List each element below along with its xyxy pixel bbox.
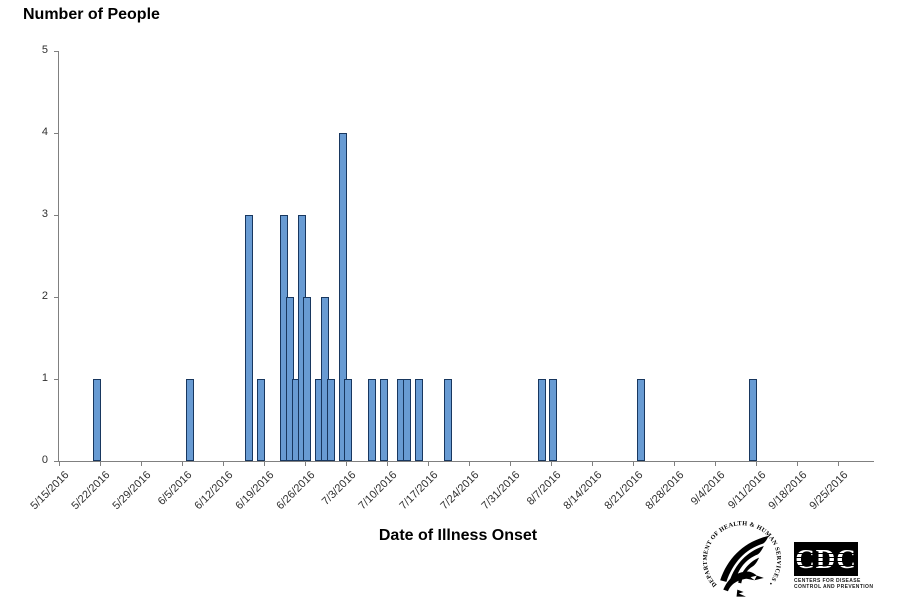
bar-6-26-2016 [303,297,312,461]
bar-8-22-2016 [637,379,646,461]
y-tick-label: 1 [41,372,48,384]
cdc-logo-subtitle: CENTERS FOR DISEASE CONTROL AND PREVENTI… [794,578,874,590]
x-tick [510,462,511,466]
x-axis-line [58,461,874,462]
x-tick [551,462,552,466]
bar-6-18-2016 [256,379,265,461]
x-tick [346,462,347,466]
hhs-eagle-seal: DEPARTMENT OF HEALTH & HUMAN SERVICES • … [701,516,782,597]
cdc-logo: CDC CENTERS FOR DISEASE CONTROL AND PREV… [794,542,874,590]
bar-6-6-2016 [186,379,195,461]
bar-6-30-2016 [326,379,335,461]
y-tick-label: 4 [41,126,48,138]
bar-7-9-2016 [379,379,388,461]
y-tick-label: 2 [41,290,48,302]
y-tick-label: 5 [41,44,48,56]
hhs-eagle-icon [720,535,769,597]
bar-9-10-2016 [748,379,757,461]
cdc-subtitle-line1: CENTERS FOR DISEASE [794,578,861,584]
cdc-logo-box: CDC [794,542,858,576]
x-tick [592,462,593,466]
y-tick [54,297,59,298]
x-tick [633,462,634,466]
x-tick [264,462,265,466]
hhs-logo: DEPARTMENT OF HEALTH & HUMAN SERVICES • … [701,516,782,598]
x-tick [715,462,716,466]
bar-8-5-2016 [537,379,546,461]
y-tick-label: 3 [41,208,48,220]
bar-7-20-2016 [444,379,452,461]
cdc-subtitle-line2: CONTROL AND PREVENTION [794,584,874,590]
bar-6-16-2016 [244,215,253,461]
bar-7-3-2016 [344,379,353,461]
x-tick [141,462,142,466]
y-tick [54,215,59,216]
x-tick [797,462,798,466]
bar-7-7-2016 [367,379,376,461]
x-tick [387,462,388,466]
x-tick [469,462,470,466]
bar-7-2-2016 [338,133,347,461]
x-tick [428,462,429,466]
bar-7-15-2016 [414,379,423,461]
x-tick [756,462,757,466]
cdc-stripes-pattern [794,542,858,576]
bar-5-21-2016 [92,379,101,461]
x-axis-title: Date of Illness Onset [378,527,538,544]
y-axis-line [58,51,59,462]
y-tick [54,461,59,462]
x-tick [223,462,224,466]
y-tick [54,51,59,52]
x-tick [59,462,60,466]
x-tick [838,462,839,466]
y-axis-title: Number of People [23,6,160,23]
x-tick [674,462,675,466]
x-tick [182,462,183,466]
x-tick [305,462,306,466]
y-tick-label: 0 [41,454,48,466]
bar-7-13-2016 [403,379,411,461]
y-tick [54,379,59,380]
y-tick [54,133,59,134]
x-tick [100,462,101,466]
bar-8-7-2016 [549,379,558,461]
